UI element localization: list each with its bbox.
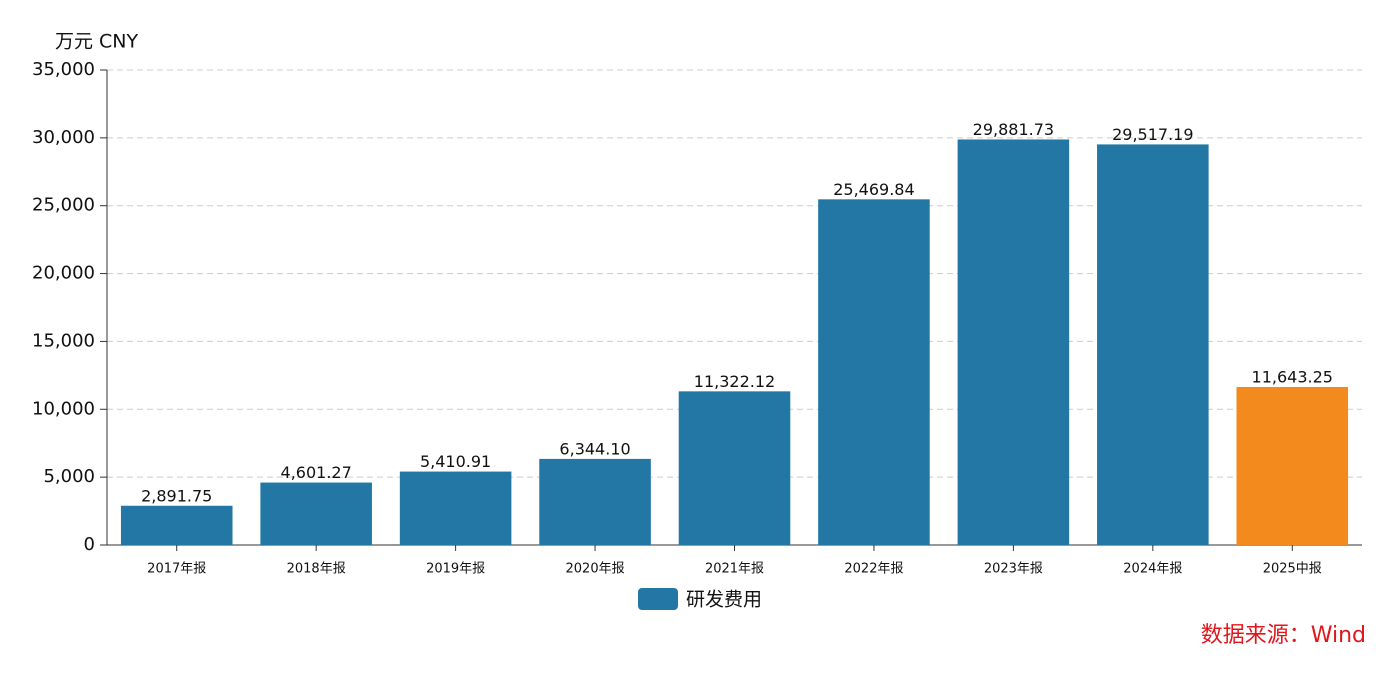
x-tick-label: 2017年报 xyxy=(147,562,206,577)
y-tick-label: 20,000 xyxy=(32,263,95,284)
y-tick-label: 25,000 xyxy=(32,195,95,216)
legend-label: 研发费用 xyxy=(686,589,762,611)
source-note: 数据来源：Wind xyxy=(1201,623,1366,648)
x-tick-label: 2020年报 xyxy=(566,562,625,577)
value-label: 2,891.75 xyxy=(141,486,212,505)
bar xyxy=(678,391,791,545)
x-tick-label: 2019年报 xyxy=(426,562,485,577)
bar xyxy=(1236,386,1349,545)
y-tick-label: 10,000 xyxy=(32,398,95,419)
value-label: 4,601.27 xyxy=(281,463,352,482)
value-label: 11,322.12 xyxy=(694,372,775,391)
y-tick-label: 0 xyxy=(84,534,95,555)
bar xyxy=(957,139,1070,546)
x-tick-label: 2025中报 xyxy=(1263,562,1322,577)
x-tick-label: 2018年报 xyxy=(287,562,346,577)
y-tick-label: 15,000 xyxy=(32,330,95,351)
x-tick-label: 2022年报 xyxy=(844,562,903,577)
y-tick-label: 35,000 xyxy=(32,59,95,80)
bar xyxy=(818,199,930,545)
value-label: 29,517.19 xyxy=(1112,125,1193,144)
y-tick-label: 30,000 xyxy=(32,127,95,148)
bar xyxy=(1097,144,1209,546)
value-label: 11,643.25 xyxy=(1252,367,1333,386)
x-tick-label: 2024年报 xyxy=(1123,562,1182,577)
bar xyxy=(399,471,512,545)
legend-swatch xyxy=(638,588,678,610)
y-tick-label: 5,000 xyxy=(43,466,95,487)
value-label: 29,881.73 xyxy=(973,120,1054,139)
value-label: 25,469.84 xyxy=(833,180,914,199)
bar xyxy=(539,458,651,545)
value-label: 5,410.91 xyxy=(420,452,491,471)
y-axis-unit: 万元 CNY xyxy=(55,31,139,53)
value-label: 6,344.10 xyxy=(559,439,630,458)
x-tick-label: 2023年报 xyxy=(984,562,1043,577)
bar xyxy=(260,482,372,545)
x-tick-label: 2021年报 xyxy=(705,562,764,577)
bar xyxy=(120,505,233,545)
